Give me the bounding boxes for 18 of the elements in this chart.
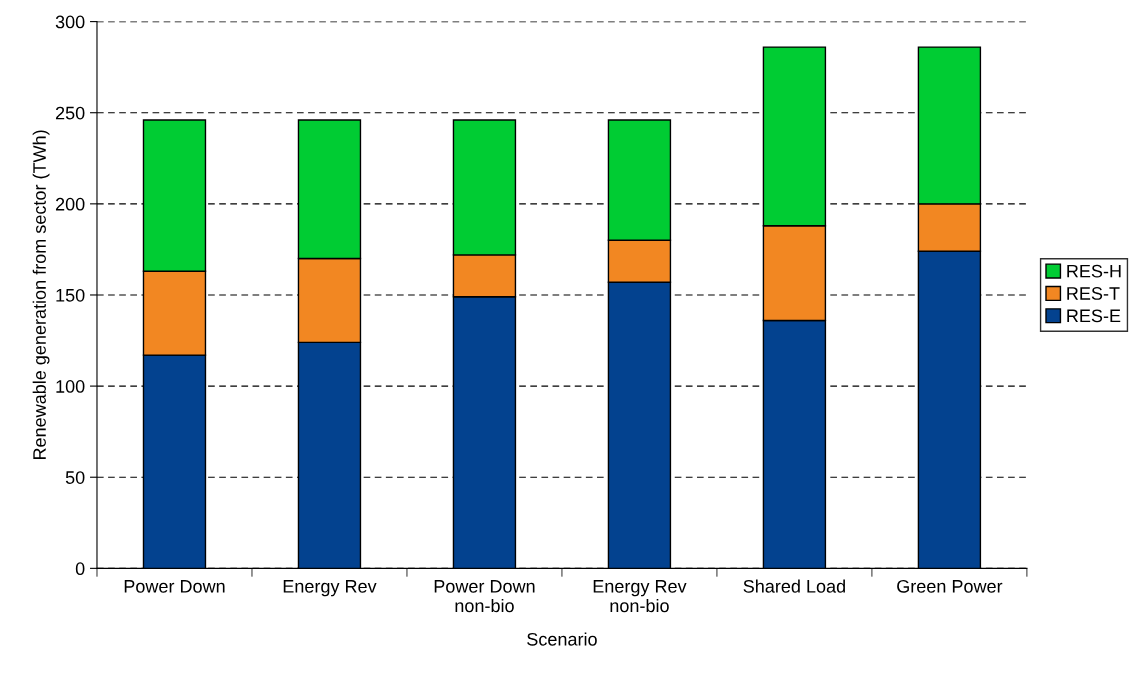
y-tick-label: 200 (55, 197, 85, 211)
x-tick-label: Shared Load (743, 579, 845, 593)
x-tick-label: Energy Rev non-bio (593, 580, 687, 613)
x-tick-label: Energy Rev (283, 580, 377, 597)
legend-label: RES-T (1067, 287, 1120, 300)
y-tick-label: 50 (65, 471, 85, 484)
y-tick-label: 150 (56, 288, 85, 302)
x-tick-label: Power Down (124, 580, 225, 593)
legend-label: RES-H (1067, 264, 1121, 278)
y-tick-label: 100 (56, 380, 85, 393)
y-axis-title: Renewable generation from sector (TWh) (32, 130, 50, 460)
y-tick-label: 0 (75, 562, 85, 576)
y-tick-label: 250 (55, 106, 85, 120)
x-axis-title: Scenario (527, 632, 597, 646)
legend-label: RES-E (1067, 309, 1121, 323)
x-tick-label: Green Power (897, 579, 1003, 593)
y-tick-label: 300 (55, 15, 85, 29)
x-tick-label: Power Down non-bio (434, 580, 535, 613)
